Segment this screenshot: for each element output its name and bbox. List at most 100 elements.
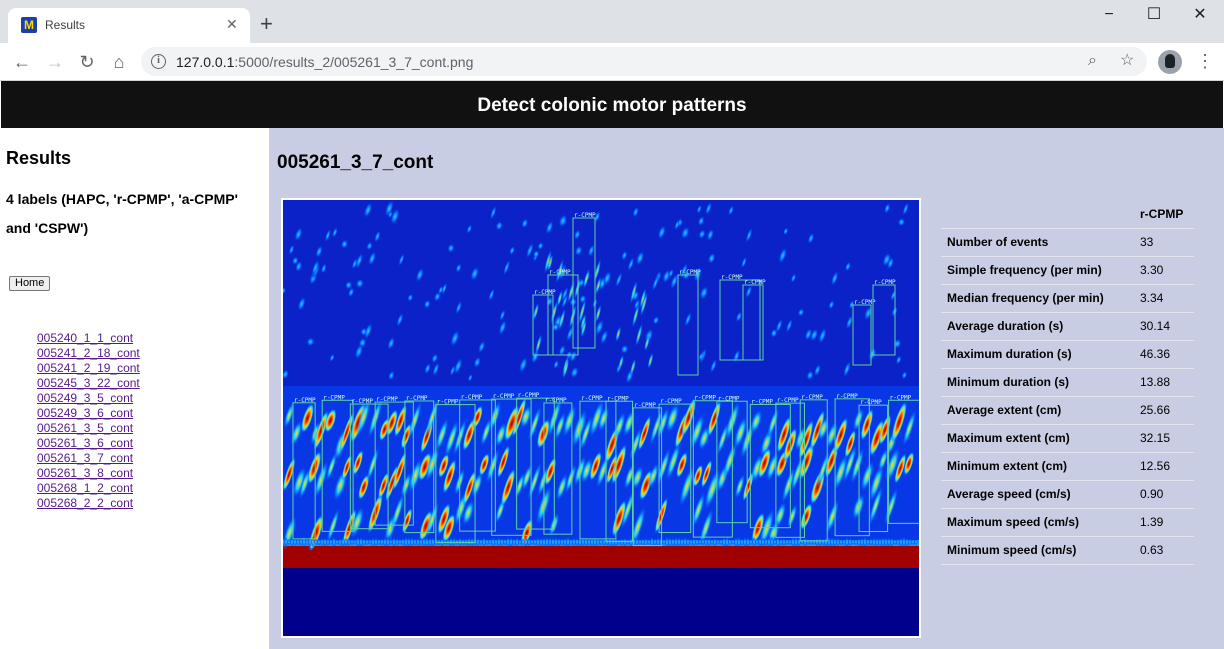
pressure-blob <box>600 329 609 345</box>
file-link[interactable]: 005249_3_5_cont <box>37 391 134 405</box>
pressure-blob <box>798 419 814 460</box>
detection-label: r-CPMP <box>744 279 766 286</box>
pressure-blob <box>488 288 495 302</box>
pressure-blob <box>395 538 399 546</box>
stats-row: Average extent (cm) 25.66 <box>941 395 1194 424</box>
detection-label: r-CPMP <box>854 299 876 306</box>
pressure-blob <box>550 300 558 325</box>
file-link[interactable]: 005261_3_6_cont <box>37 436 134 450</box>
pressure-blob <box>389 538 393 546</box>
pressure-blob <box>438 453 450 479</box>
pressure-blob <box>374 230 381 243</box>
pressure-blob <box>569 538 573 546</box>
pressure-blob <box>347 287 355 298</box>
forward-icon[interactable]: → <box>46 52 64 72</box>
pressure-blob <box>462 470 476 506</box>
detection-box <box>349 403 389 530</box>
new-tab-icon[interactable]: + <box>260 11 273 36</box>
pressure-blob <box>542 536 546 548</box>
stat-label: Maximum speed (cm/s) <box>941 507 1121 536</box>
pressure-blob <box>790 273 797 283</box>
pressure-blob <box>860 460 875 492</box>
pressure-blob <box>377 538 381 546</box>
pressure-blob <box>676 451 688 479</box>
file-link[interactable]: 005241_2_18_cont <box>37 346 140 360</box>
pressure-blob <box>500 468 516 507</box>
pressure-blob <box>613 412 626 441</box>
file-link[interactable]: 005261_3_7_cont <box>37 451 134 465</box>
detection-box <box>775 402 806 538</box>
pressure-blob <box>707 252 716 264</box>
pressure-blob <box>296 538 300 546</box>
browser-tab[interactable]: M Results ✕ <box>8 8 250 43</box>
zoom-icon[interactable]: ⌕ <box>1088 52 1097 69</box>
pressure-blob <box>764 537 768 547</box>
close-window-icon[interactable]: ✕ <box>1193 6 1207 23</box>
pressure-blob <box>621 250 628 261</box>
file-link[interactable]: 005245_3_22_cont <box>37 376 140 390</box>
pressure-blob <box>791 536 795 548</box>
file-link[interactable]: 005261_3_8_cont <box>37 466 134 480</box>
file-link[interactable]: 005261_3_5_cont <box>37 421 134 435</box>
pressure-blob <box>432 362 440 377</box>
pressure-blob <box>560 537 564 547</box>
detection-box <box>459 399 496 532</box>
close-tab-icon[interactable]: ✕ <box>226 16 238 32</box>
pressure-blob <box>868 347 877 362</box>
home-icon[interactable]: ⌂ <box>113 52 125 72</box>
pressure-blob <box>295 261 303 272</box>
pressure-blob <box>437 538 441 546</box>
pressure-blob <box>649 407 664 446</box>
address-bar[interactable]: i 127.0.0.1:5000/results_2/005261_3_7_co… <box>141 47 1147 76</box>
back-icon[interactable]: ← <box>13 52 31 72</box>
pressure-blob <box>387 336 395 350</box>
bookmark-star-icon[interactable]: ☆ <box>1120 52 1135 69</box>
reload-icon[interactable]: ↻ <box>79 52 95 72</box>
spatiotemporal-map-image: r-CPMP r-CPMP r-CPMP r-CPMP r-CPMP r-CPMP r-CP… <box>281 198 921 638</box>
pressure-blob <box>617 538 621 546</box>
menu-kebab-icon[interactable]: ⋮ <box>1196 51 1214 71</box>
detection-label: r-CPMP <box>549 269 571 276</box>
pressure-blob <box>371 537 375 547</box>
home-button[interactable]: Home <box>9 276 51 291</box>
pressure-blob <box>745 284 753 299</box>
pressure-blob <box>775 318 783 334</box>
profile-avatar-icon[interactable] <box>1158 50 1182 74</box>
pressure-blob <box>620 344 629 354</box>
pressure-blob <box>431 353 439 364</box>
pressure-blob <box>845 314 854 330</box>
pressure-blob <box>470 536 474 548</box>
pressure-blob <box>356 398 371 437</box>
pressure-blob <box>350 538 354 546</box>
pressure-blob <box>637 415 652 452</box>
pressure-blob <box>506 536 510 548</box>
pressure-blob <box>544 249 552 275</box>
pressure-blob <box>860 537 864 547</box>
pressure-blob <box>341 454 353 481</box>
minimize-icon[interactable]: − <box>1104 6 1114 23</box>
file-link[interactable]: 005241_2_19_cont <box>37 361 140 375</box>
page-title: 005261_3_7_cont <box>277 152 434 173</box>
pressure-blob <box>710 538 714 546</box>
app-favicon-icon: M <box>21 17 37 33</box>
pressure-blob <box>511 396 527 438</box>
pressure-blob <box>514 472 526 499</box>
file-link[interactable]: 005249_3_6_cont <box>37 406 134 420</box>
pressure-blob <box>895 355 902 365</box>
pressure-blob <box>611 443 627 486</box>
file-link[interactable]: 005240_1_1_cont <box>37 331 134 345</box>
maximize-icon[interactable]: ☐ <box>1146 6 1162 23</box>
pressure-blob <box>698 229 706 239</box>
pressure-blob <box>817 417 830 441</box>
detection-box <box>749 403 791 529</box>
pressure-blob <box>326 537 330 547</box>
pressure-blob <box>631 303 640 328</box>
file-link[interactable]: 005268_1_2_cont <box>37 481 134 495</box>
pressure-blob <box>306 337 315 347</box>
file-link[interactable]: 005268_2_2_cont <box>37 496 134 510</box>
stats-row: Minimum extent (cm) 12.56 <box>941 451 1194 480</box>
stat-label: Average duration (s) <box>941 311 1121 340</box>
pressure-blob <box>446 538 450 546</box>
site-info-icon[interactable]: i <box>151 54 166 69</box>
detection-label: r-CPMP <box>751 398 773 405</box>
